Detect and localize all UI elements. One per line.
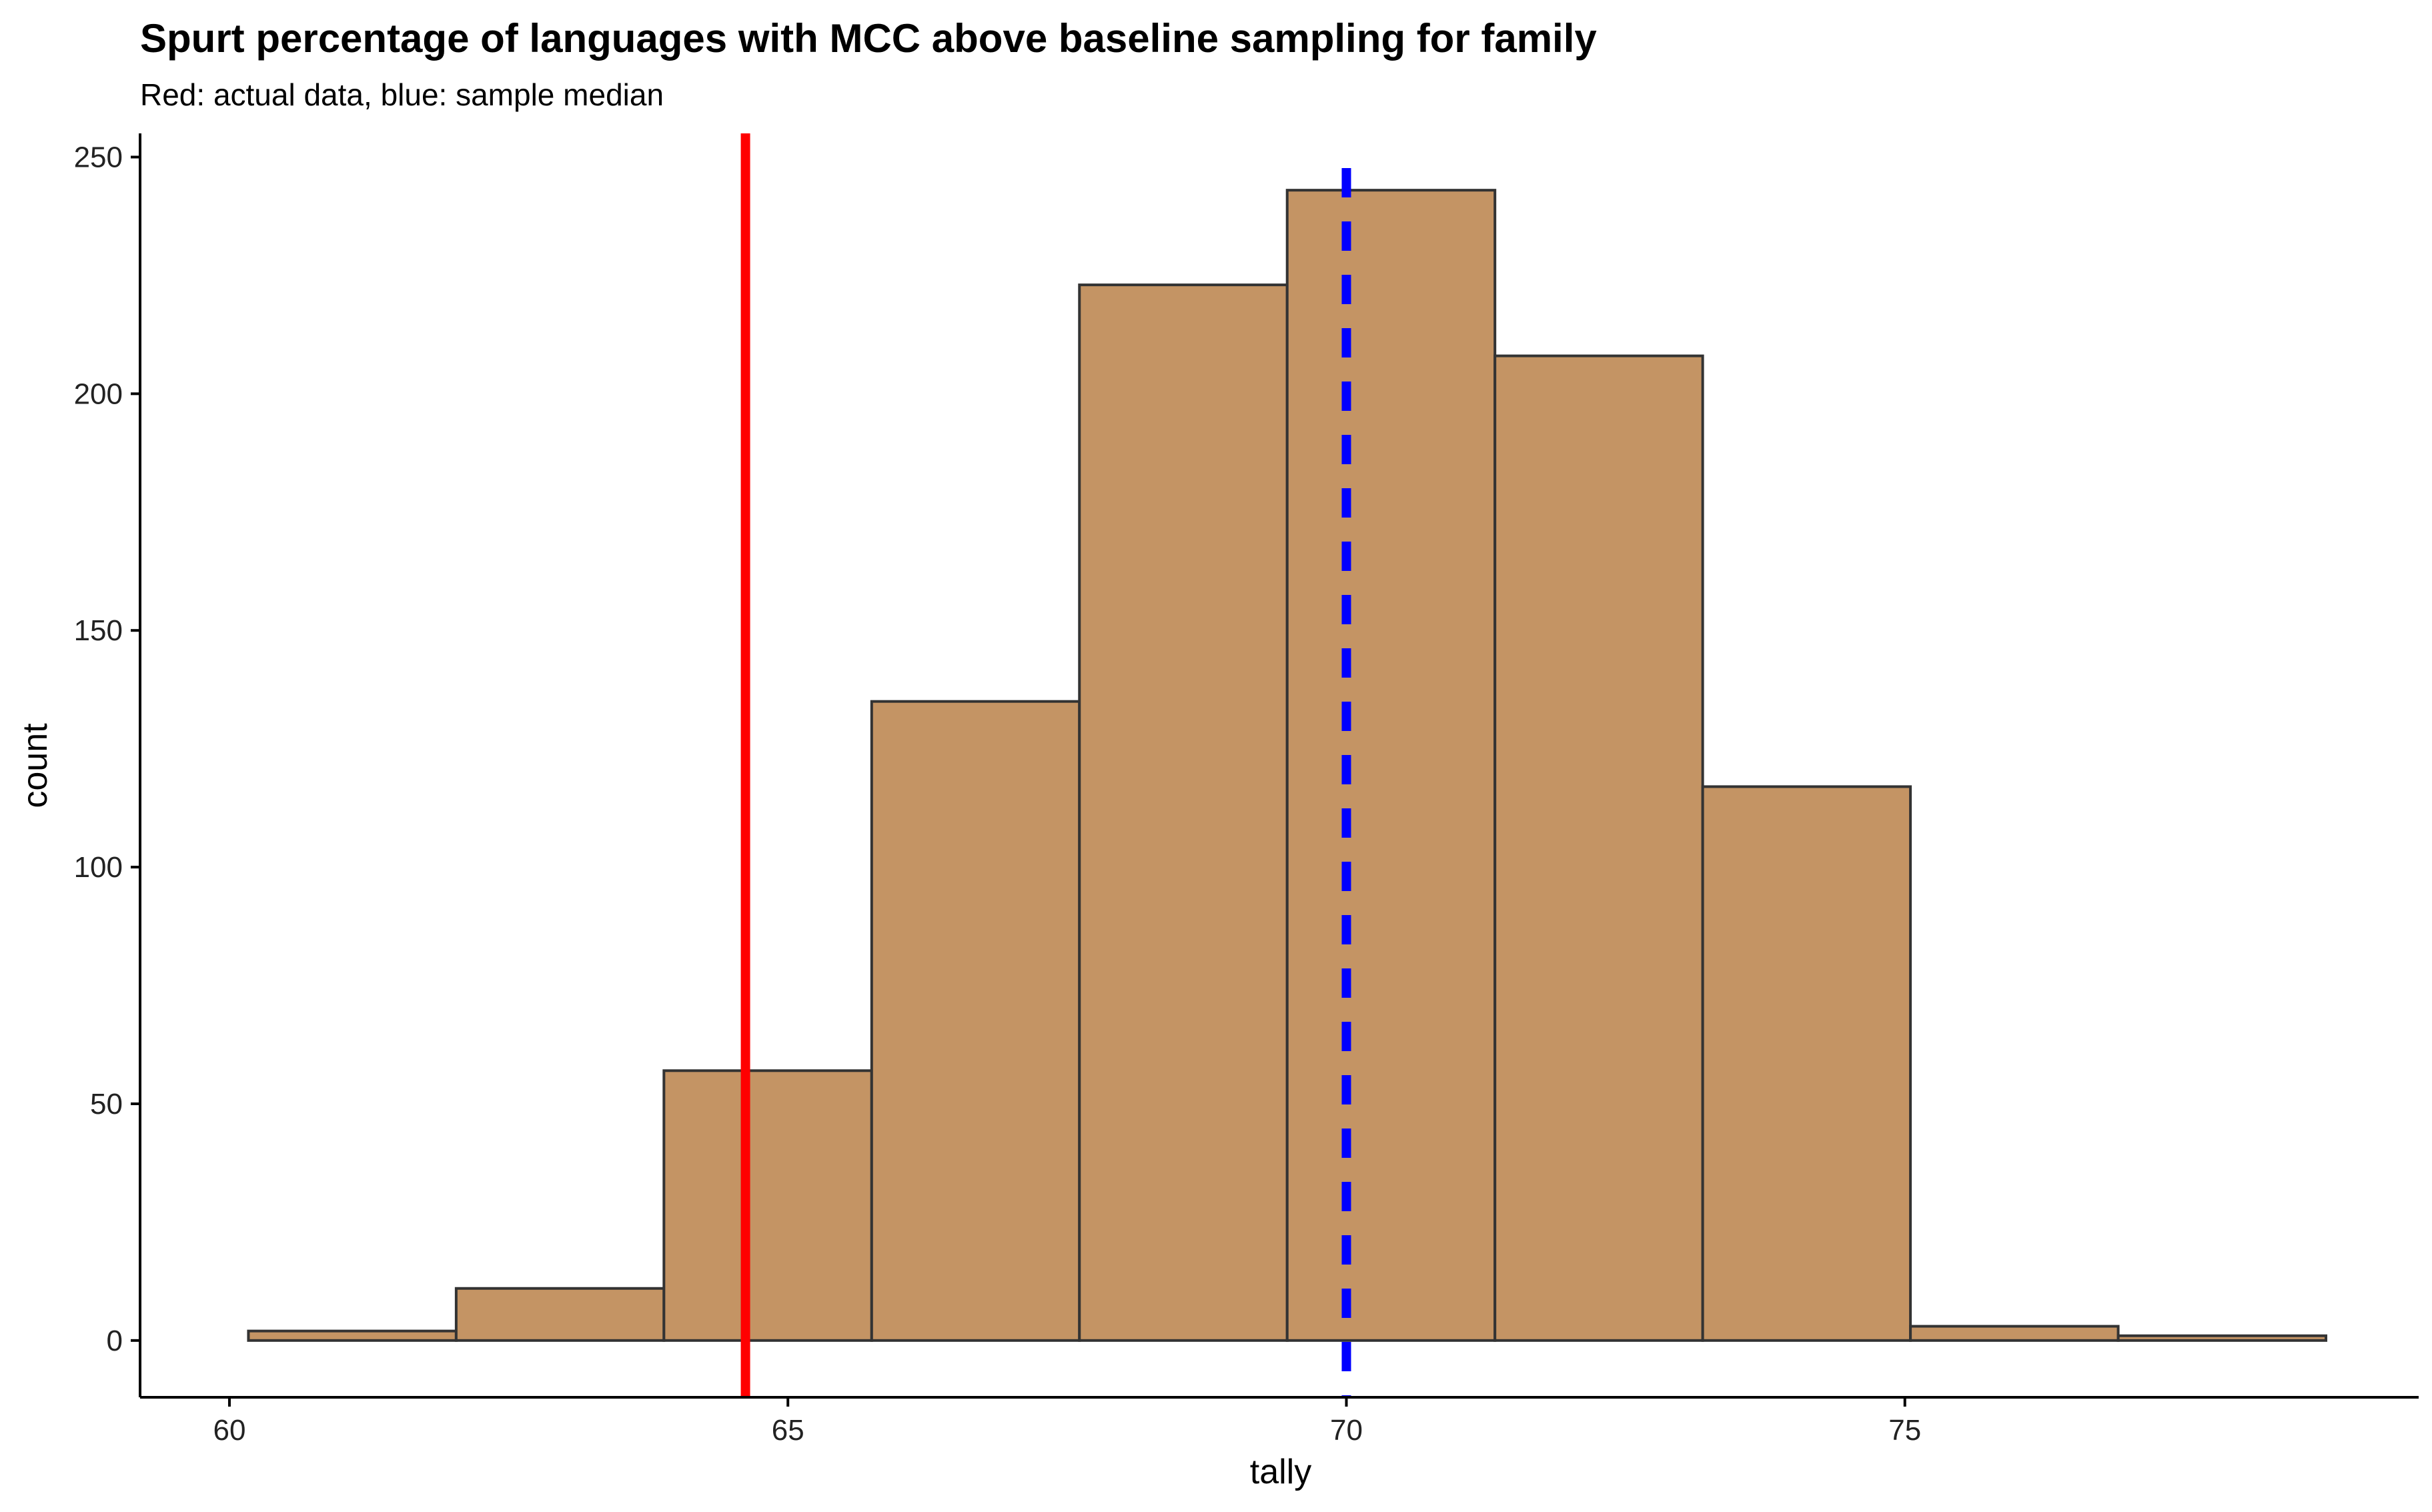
histogram-bar-7: [1493, 354, 1704, 1342]
y-tick-label-100: 100: [74, 851, 123, 884]
y-axis-label: count: [16, 723, 55, 808]
axes-layer: 0 50 100 150 200 250 60 65 70 75: [74, 133, 2419, 1447]
histogram-bar-1: [247, 1329, 458, 1342]
reference-lines-layer: [740, 133, 1351, 1397]
y-tick-label-0: 0: [107, 1325, 123, 1357]
histogram-bar-2: [454, 1287, 666, 1342]
y-tick-label-150: 150: [74, 614, 123, 647]
x-tick-label-75: 75: [1888, 1414, 1921, 1447]
chart-title: Spurt percentage of languages with MCC a…: [140, 16, 1597, 61]
bars-layer: [247, 189, 2328, 1342]
y-tick-label-250: 250: [74, 141, 123, 173]
histogram-bar-10: [2116, 1334, 2328, 1342]
x-axis-label: tally: [1250, 1453, 1311, 1491]
y-tick-label-50: 50: [90, 1088, 123, 1120]
histogram-bar-6: [1285, 189, 1497, 1342]
histogram-bar-4: [870, 700, 1081, 1342]
y-tick-label-200: 200: [74, 377, 123, 410]
x-tick-label-60: 60: [213, 1414, 245, 1447]
histogram-bar-8: [1701, 785, 1912, 1342]
chart-subtitle: Red: actual data, blue: sample median: [140, 77, 664, 112]
histogram-bar-5: [1078, 283, 1289, 1342]
x-tick-label-70: 70: [1330, 1414, 1363, 1447]
histogram-bar-3: [662, 1069, 873, 1342]
histogram-bar-9: [1909, 1325, 2120, 1342]
x-tick-label-65: 65: [772, 1414, 804, 1447]
